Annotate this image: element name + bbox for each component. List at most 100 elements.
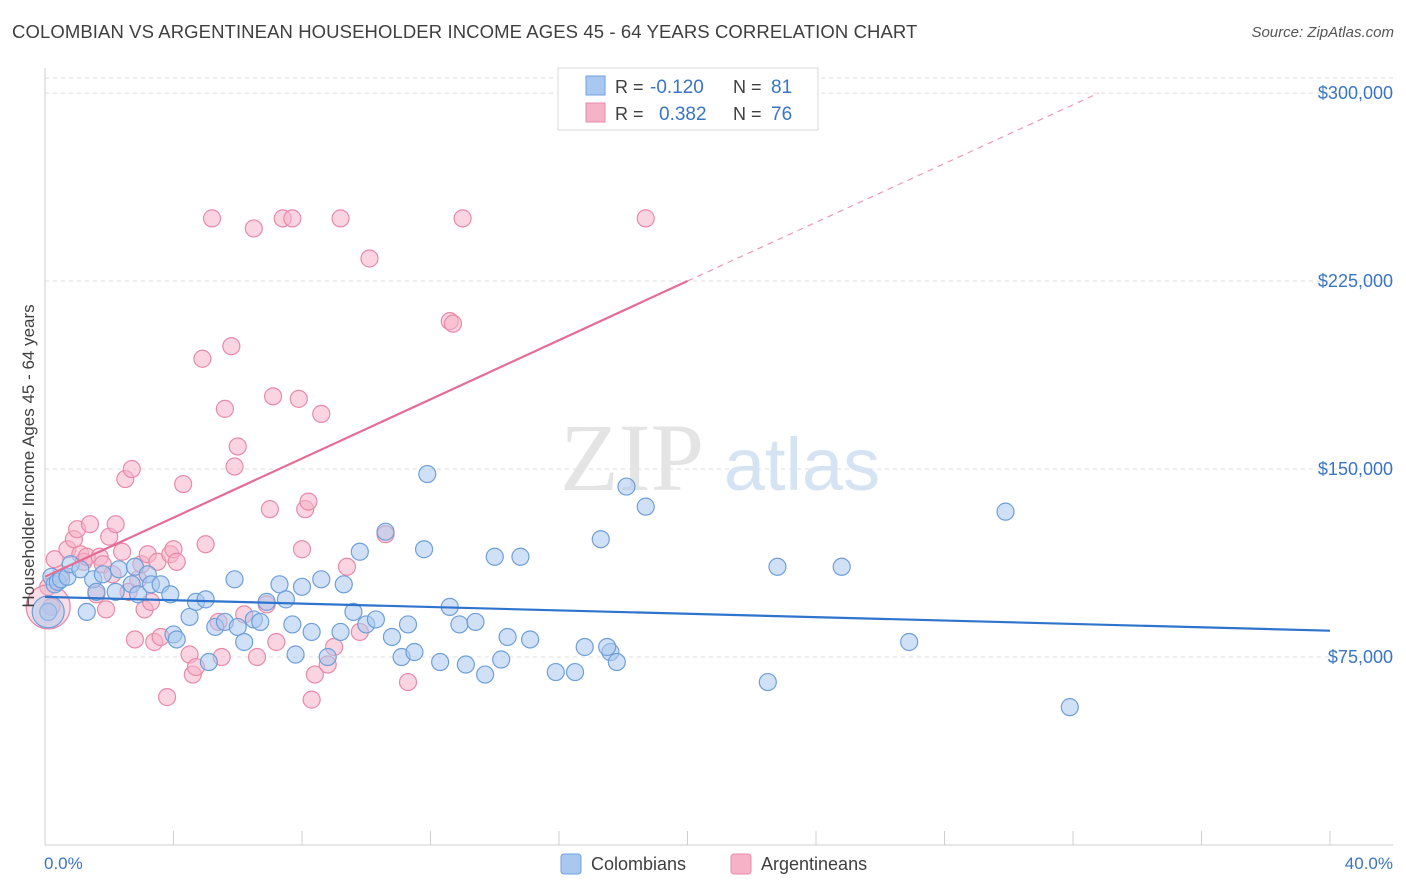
series-legend-label-argentineans[interactable]: Argentineans xyxy=(761,854,867,874)
colombians-point xyxy=(485,547,504,566)
colombians-point xyxy=(87,582,106,601)
argentineans-point xyxy=(202,209,222,228)
argentineans-point xyxy=(260,500,279,519)
colombians-point xyxy=(196,590,215,609)
colombians-point xyxy=(418,464,437,484)
colombians-point xyxy=(350,542,369,561)
series-legend-swatch-argentineans[interactable] xyxy=(730,853,752,875)
argentineans-point xyxy=(302,690,321,709)
series-legend-swatch-colombians[interactable] xyxy=(560,853,582,875)
grid-layer xyxy=(45,77,1393,658)
argentineans-point xyxy=(289,389,308,408)
argentineans-point xyxy=(360,249,379,268)
colombians-point xyxy=(77,602,96,622)
colombians-point xyxy=(498,627,517,647)
colombians-point xyxy=(334,575,353,594)
colombians-point xyxy=(318,647,337,667)
watermark: ZIP atlas xyxy=(560,404,880,511)
argentineans-point xyxy=(305,665,324,684)
argentineans-point xyxy=(125,630,145,649)
colombians-point xyxy=(431,652,450,672)
watermark-atlas: atlas xyxy=(724,423,880,506)
stats-legend-n-value-colombians: 81 xyxy=(771,77,792,98)
chart-source: Source: ZipAtlas.com xyxy=(1251,24,1394,41)
y-tick-label: $300,000 xyxy=(1318,83,1393,103)
argentineans-point xyxy=(283,209,302,228)
argentineans-point xyxy=(398,672,418,692)
colombians-point xyxy=(768,557,787,576)
colombians-point xyxy=(225,570,244,589)
colombians-point xyxy=(565,662,585,682)
stats-legend-r-label-argentineans: R = xyxy=(615,104,644,124)
argentineans-point xyxy=(193,349,212,368)
argentineans-trend-extension xyxy=(687,92,1099,282)
colombians-point xyxy=(414,540,434,559)
colombians-point xyxy=(106,582,125,601)
colombians-point xyxy=(591,530,610,549)
argentineans-point xyxy=(312,404,331,423)
argentineans-point xyxy=(244,219,263,238)
stats-legend-n-label-colombians: N = xyxy=(733,77,762,97)
colombians-point xyxy=(996,502,1015,521)
y-tick-label: $75,000 xyxy=(1328,647,1393,667)
watermark-zip: ZIP xyxy=(560,404,704,511)
colombians-point xyxy=(456,655,475,674)
argentineans-point xyxy=(331,209,350,228)
colombians-point xyxy=(251,612,270,632)
colombians-point xyxy=(292,577,312,596)
argentineans-point xyxy=(443,314,463,333)
colombians-point xyxy=(617,477,636,496)
colombians-point xyxy=(476,665,495,684)
colombians-point xyxy=(546,662,565,682)
colombians-point xyxy=(900,632,919,652)
colombians-point xyxy=(466,612,485,632)
argentineans-trend-line xyxy=(44,280,688,578)
series-legend: Colombians Argentineans xyxy=(560,853,867,875)
argentineans-point xyxy=(247,647,267,667)
y-axis-label: Householder Income Ages 45 - 64 years xyxy=(19,304,38,607)
argentineans-point xyxy=(96,600,116,619)
trend-lines xyxy=(44,92,1331,632)
colombians-point xyxy=(276,590,296,609)
y-tick-labels: $75,000 $150,000 $225,000 $300,000 xyxy=(1318,83,1393,667)
colombians-point xyxy=(575,637,594,657)
colombians-point xyxy=(1060,698,1079,717)
argentineans-point xyxy=(157,688,177,707)
argentineans-point xyxy=(80,515,100,534)
colombians-point xyxy=(598,637,617,657)
x-tick-marks xyxy=(44,831,1331,845)
stats-legend-r-value-colombians: -0.120 xyxy=(650,77,704,98)
argentineans-point xyxy=(112,542,132,561)
argentineans-point xyxy=(453,209,472,228)
x-tick-label-max: 40.0% xyxy=(1345,854,1393,873)
argentineans-point xyxy=(122,459,141,479)
argentineans-point xyxy=(636,209,655,228)
colombians-points xyxy=(31,464,1079,717)
argentineans-point xyxy=(225,457,244,476)
x-tick-label-min: 0.0% xyxy=(44,854,83,873)
colombians-point xyxy=(636,497,655,516)
stats-legend-r-label-colombians: R = xyxy=(615,77,644,97)
argentineans-point xyxy=(167,552,186,571)
colombians-point xyxy=(492,650,511,669)
colombians-trend-line xyxy=(44,595,1331,632)
argentineans-point xyxy=(263,387,283,406)
colombians-point xyxy=(312,570,331,589)
colombians-point xyxy=(199,652,218,672)
colombians-point xyxy=(161,585,180,604)
argentineans-point xyxy=(106,515,125,534)
stats-legend-swatch-colombians xyxy=(585,75,606,96)
colombians-point xyxy=(344,602,363,622)
colombians-point xyxy=(286,645,305,664)
colombians-point xyxy=(228,617,247,637)
colombians-point xyxy=(607,652,626,672)
colombians-point xyxy=(302,622,321,642)
colombians-point xyxy=(167,630,186,649)
stats-legend-r-value-argentineans: 0.382 xyxy=(659,104,707,125)
series-legend-label-colombians[interactable]: Colombians xyxy=(591,854,686,874)
colombians-point xyxy=(832,557,851,576)
colombians-point xyxy=(366,610,385,629)
y-tick-label: $150,000 xyxy=(1318,459,1393,479)
colombians-point xyxy=(511,547,530,566)
colombians-point xyxy=(520,630,540,649)
